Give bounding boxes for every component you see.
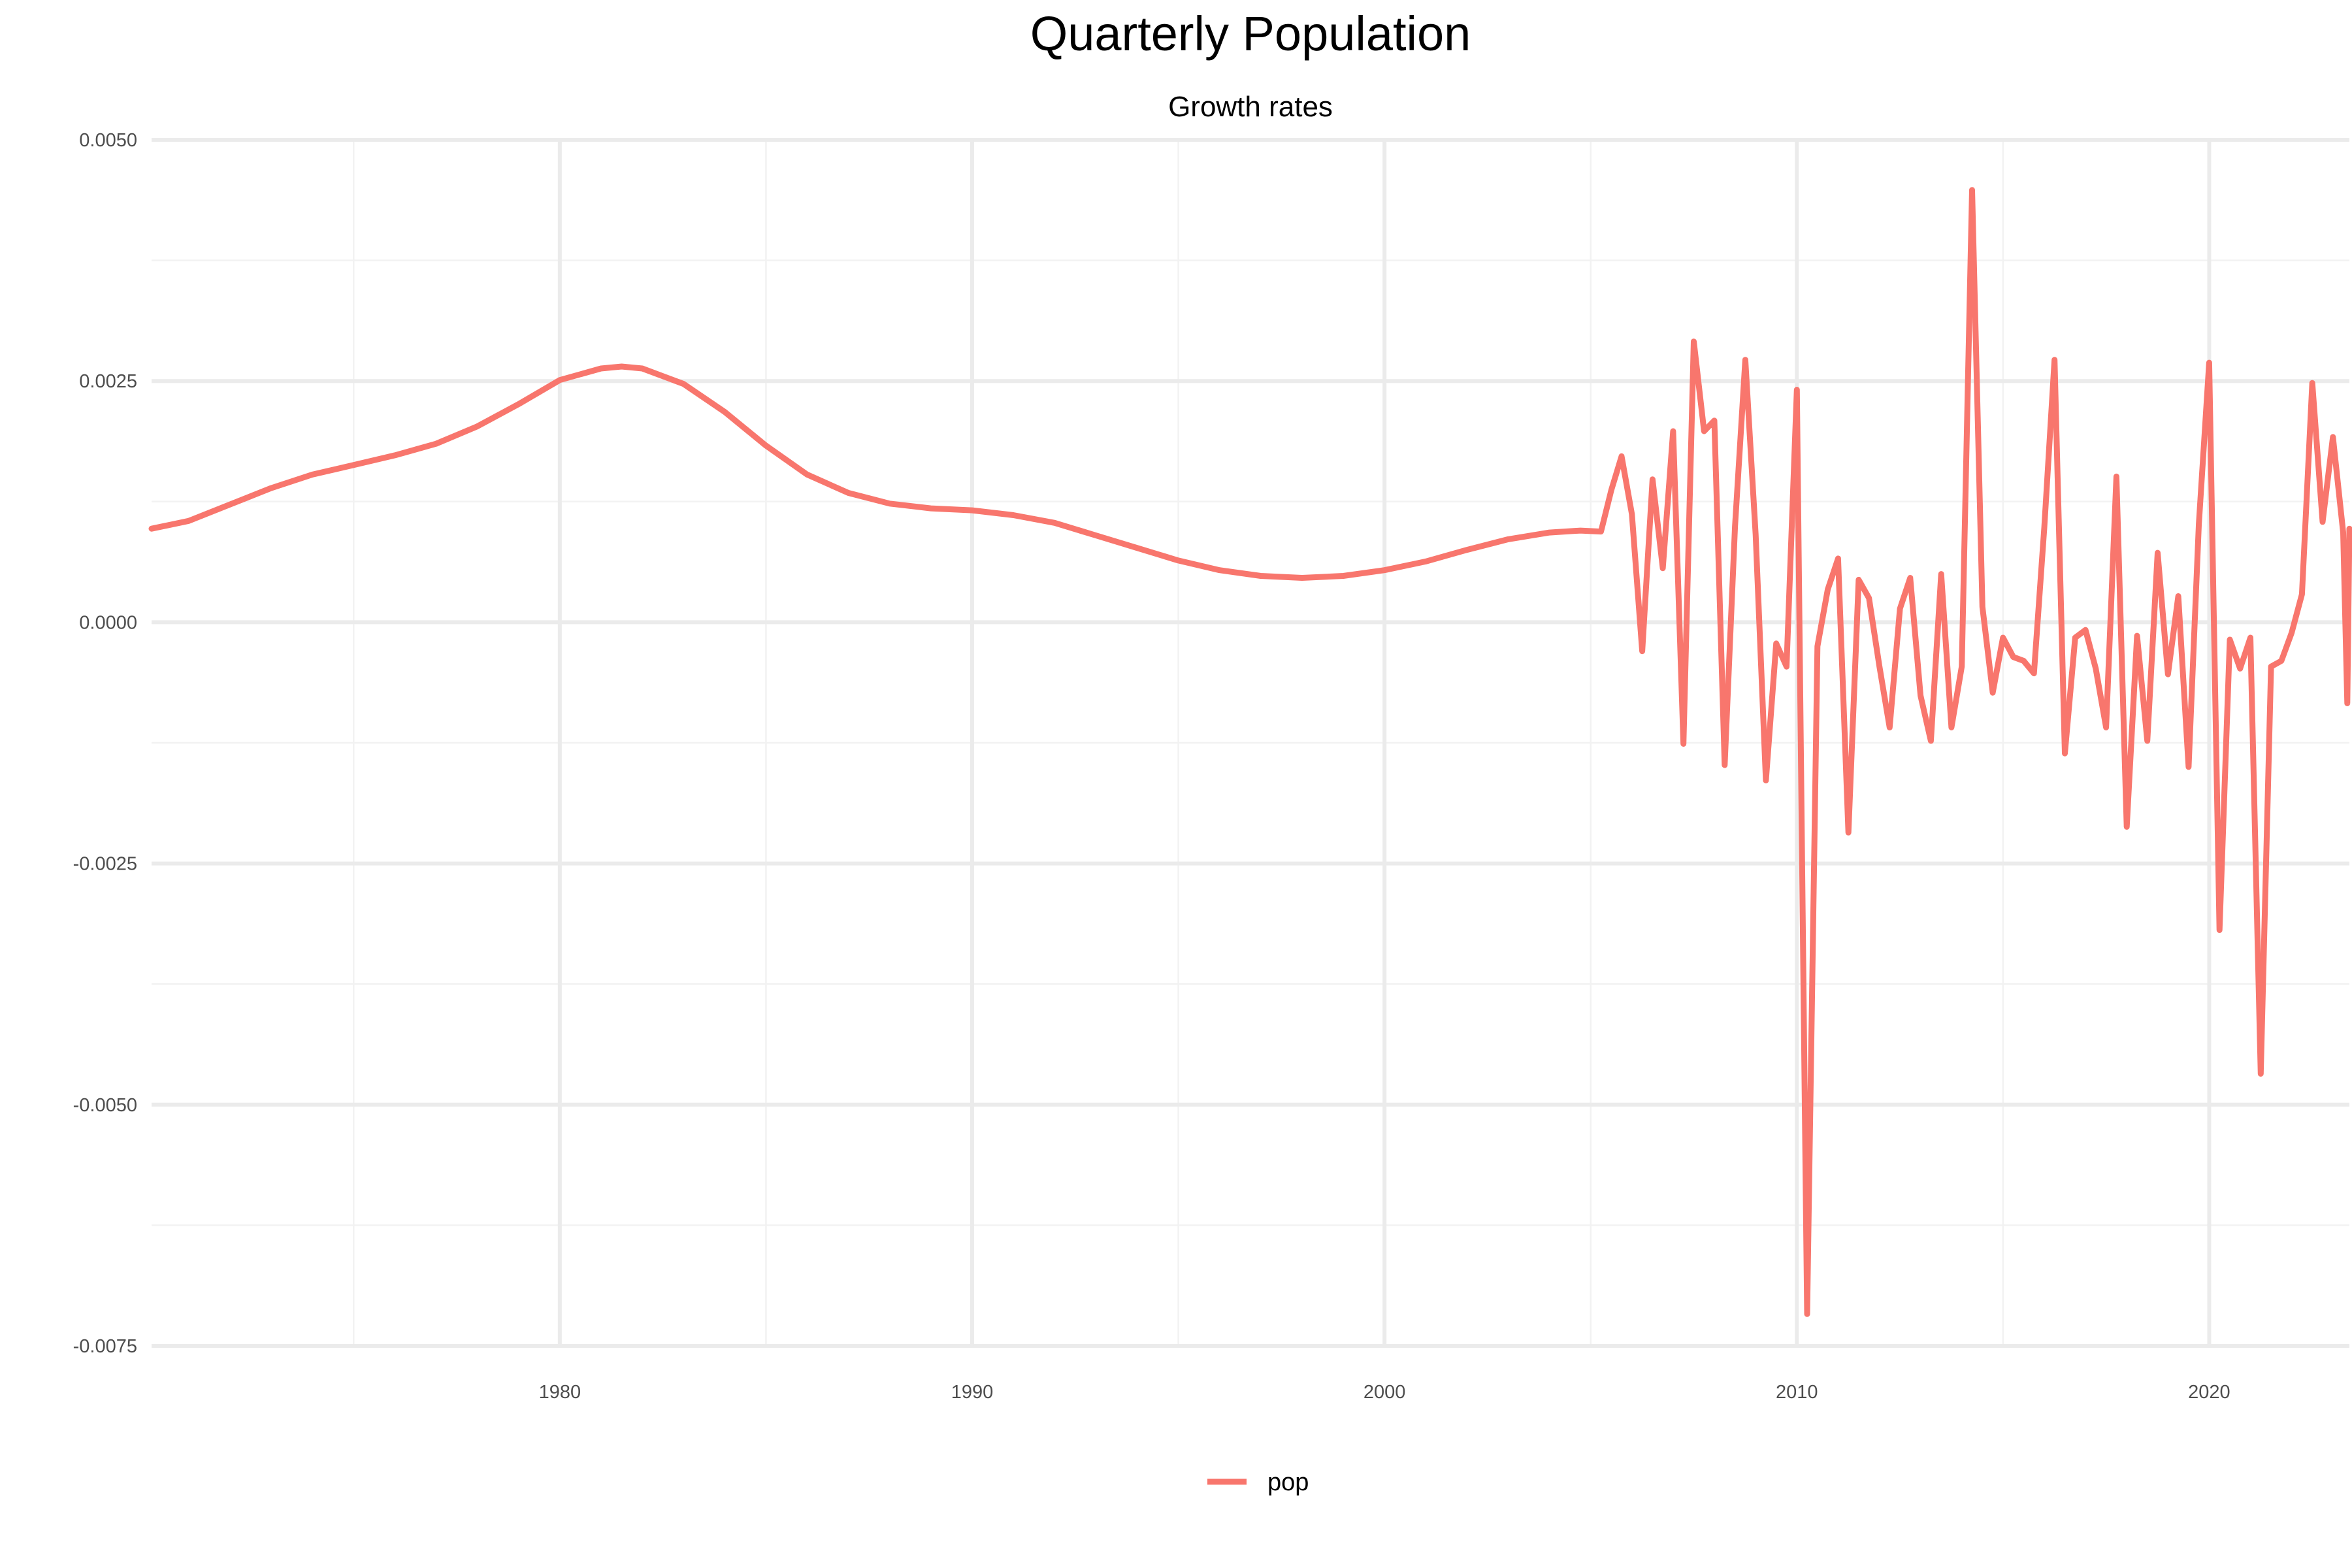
x-tick-label-4: 2020 — [2188, 1382, 2230, 1403]
x-axis-tick-labels: 1980 1990 2000 2010 2020 — [539, 1382, 2230, 1403]
y-tick-label-3: -0.0025 — [73, 854, 137, 875]
x-tick-label-3: 2010 — [1776, 1382, 1818, 1403]
y-tick-label-5: -0.0075 — [73, 1336, 137, 1357]
chart-title: Quarterly Population — [1030, 7, 1471, 61]
minor-gridlines — [152, 140, 2349, 1346]
y-axis-tick-labels: 0.0050 0.0025 0.0000 -0.0025 -0.0050 -0.0075 — [73, 130, 137, 1357]
series-line-pop — [148, 187, 2352, 1317]
y-tick-label-0: 0.0050 — [79, 130, 137, 151]
series-layer — [148, 187, 2352, 1317]
chart-subtitle: Growth rates — [1168, 91, 1333, 123]
x-tick-label-2: 2000 — [1364, 1382, 1406, 1403]
x-tick-label-0: 1980 — [539, 1382, 581, 1403]
legend-label-pop: pop — [1267, 1469, 1309, 1496]
y-tick-label-4: -0.0050 — [73, 1095, 137, 1116]
legend: pop — [1207, 1469, 1309, 1496]
y-tick-label-2: 0.0000 — [79, 612, 137, 633]
x-tick-label-1: 1990 — [951, 1382, 994, 1403]
y-tick-label-1: 0.0025 — [79, 371, 137, 392]
